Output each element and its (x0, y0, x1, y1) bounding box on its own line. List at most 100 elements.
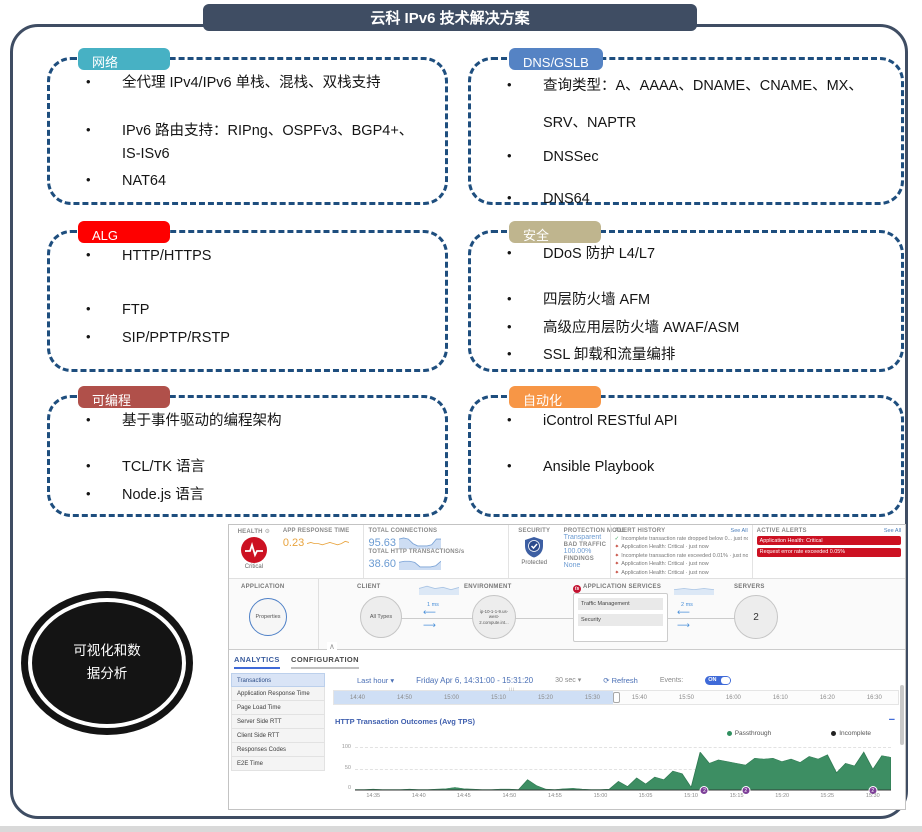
feature-box-label-text: DNS/GSLB (523, 55, 589, 70)
feature-bullet: iControl RESTful API (507, 410, 881, 432)
gridline (355, 768, 891, 770)
application-properties-node[interactable]: Properties (249, 598, 287, 636)
feature-bullet: SSL 卸载和流量编排 (507, 344, 881, 366)
connections-value: 95.63 (368, 536, 396, 549)
connections-label: TOTAL CONNECTIONS (368, 528, 438, 534)
legend-dot-icon (726, 731, 732, 736)
bad-traffic-value: 100.00% (563, 548, 592, 556)
event-marker-badge[interactable]: 2 (741, 786, 751, 795)
servers-node[interactable]: 2 (734, 595, 778, 639)
slider-tick: 15:20 (537, 694, 553, 701)
environment-node[interactable]: ip-10-1-1-9.us-west-2.compute.int... (472, 595, 516, 639)
refresh-button[interactable]: ⟳ Refresh (603, 676, 638, 685)
chevron-up-icon[interactable]: ∧ (327, 642, 337, 651)
feature-bullet-list: 基于事件驱动的编程架构 TCL/TK 语言 Node.js 语言 (50, 398, 445, 506)
slider-tick: 16:00 (725, 694, 741, 701)
dashboard-tabs: ∧ ANALYTICS CONFIGURATION (229, 642, 905, 672)
feature-box-label-text: 自动化 (523, 393, 563, 408)
event-marker-badge[interactable]: 2 (699, 786, 709, 795)
sidebar-item[interactable]: Responses Codes (231, 743, 325, 757)
security-status: Protected (521, 560, 548, 566)
sidebar-item[interactable]: Client Side RTT (231, 729, 325, 743)
interval-dropdown[interactable]: 30 sec ▾ (555, 676, 581, 684)
tab-analytics[interactable]: ANALYTICS (234, 655, 280, 669)
collapse-icon[interactable]: − (888, 714, 895, 726)
feature-box-alg: ALG HTTP/HTTPS FTP SIP/PPTP/RSTP (47, 221, 448, 372)
feature-box-label-text: 网络 (92, 55, 119, 70)
slider-tick: 15:10 (490, 694, 506, 701)
feature-bullet: Ansible Playbook (507, 456, 881, 478)
sidebar-item[interactable]: E2E Time (231, 757, 325, 771)
visualization-ellipse: 可视化和数 据分析 (28, 598, 186, 728)
feature-box-label-text: 安全 (523, 228, 550, 243)
legend-label: Incomplete (839, 730, 871, 737)
slider-tick: 16:10 (772, 694, 788, 701)
time-range-dropdown[interactable]: Last hour ▾ (357, 676, 394, 685)
chevron-down-icon: ▾ (577, 677, 582, 684)
page-title: 云科 IPv6 技术解决方案 (203, 4, 697, 31)
y-axis-tick: 0 (347, 785, 351, 791)
active-alerts-see-all-link[interactable]: See All (883, 528, 902, 534)
slider-handle[interactable] (613, 692, 621, 703)
application-column (229, 579, 319, 649)
gear-icon[interactable]: ⚙ (264, 529, 271, 535)
time-range-slider[interactable]: ||| 14:40 14:50 15:00 15:10 15:20 15:30 15:40 1… (333, 686, 899, 705)
feature-bullet-list: HTTP/HTTPS FTP SIP/PPTP/RSTP (50, 233, 445, 349)
server-traffic-thumbnail (674, 582, 714, 595)
sidebar-item[interactable]: Server Side RTT (231, 715, 325, 729)
feature-bullet: 查询类型：A、AAAA、DNAME、CNAME、MX、SRV、NAPTR (507, 68, 881, 142)
time-range-value: Last hour (357, 675, 389, 685)
alert-history-title: ALERT HISTORY (614, 528, 666, 534)
sidebar-item[interactable]: Page Load Time (231, 701, 325, 715)
left-arrow-icon: ⟵ (677, 607, 690, 617)
health-status: Critical (244, 564, 264, 570)
feature-bullet-list: iControl RESTful API Ansible Playbook (471, 398, 901, 479)
date-range-label: Friday Apr 6, 14:31:00 - 15:31:20 (416, 675, 534, 685)
x-axis-tick: 15:25 (820, 793, 835, 799)
events-toggle[interactable]: ON (705, 675, 732, 685)
scrollbar-thumb[interactable] (900, 685, 904, 745)
alert-history-item: Application Health: Critical · just now (615, 543, 748, 551)
legend-incomplete[interactable]: Incomplete (831, 730, 871, 737)
findings-label: FINDINGS (563, 556, 594, 563)
right-arrow-icon: ⟶ (423, 620, 436, 630)
service-row[interactable]: Security (578, 614, 663, 626)
slider-selected-range[interactable] (334, 691, 614, 704)
bottom-edge-strip (0, 826, 922, 832)
service-row[interactable]: Traffic Management (578, 598, 663, 610)
f5-logo-icon: f5 (573, 585, 581, 593)
art-value: 0.23 (282, 536, 305, 549)
feature-bullet: DNSSec (507, 146, 881, 168)
application-services-card: Traffic Management Security (573, 593, 668, 642)
feature-bullet-list: DDoS 防护 L4/L7 四层防火墙 AFM 高级应用层防火墙 AWAF/ASM S… (471, 233, 901, 367)
x-axis-tick: 15:15 (729, 793, 744, 799)
slider-tick: 15:00 (443, 694, 459, 701)
client-traffic-thumbnail (419, 582, 459, 595)
time-controls: Last hour ▾ Friday Apr 6, 14:31:00 - 15:… (333, 673, 899, 687)
refresh-icon: ⟳ (603, 675, 610, 685)
sidebar-item[interactable]: Application Response Time (231, 687, 325, 701)
client-node[interactable]: All Types (360, 596, 402, 638)
security-label: SECURITY (518, 528, 551, 534)
alert-history-item: Application Health: Critical · just now (615, 560, 748, 568)
visualization-label-line2: 据分析 (86, 666, 128, 681)
x-axis-ticks: 14:35 14:40 14:45 14:50 14:55 15:00 15:05 15:10… (355, 793, 891, 801)
topology-connector-line (379, 618, 749, 619)
feature-bullet: FTP (86, 299, 425, 321)
topology-header-client: CLIENT (357, 584, 381, 590)
sidebar-item[interactable]: Transactions (231, 673, 325, 687)
health-label: HEALTH (237, 529, 263, 535)
alert-text: Incomplete transaction rate exceeded 0.0… (621, 552, 748, 559)
active-alerts-list: Application Health: Critical Request erro… (756, 536, 902, 557)
slider-grip-icon[interactable]: ||| (508, 686, 515, 691)
alert-text: Application Health: Critical · just now (621, 544, 709, 551)
alert-history-see-all-link[interactable]: See All (730, 528, 748, 534)
check-icon (615, 535, 620, 543)
x-axis-tick: 15:00 (593, 793, 608, 799)
application-node-label: Properties (255, 614, 281, 620)
legend-passthrough[interactable]: Passthrough (726, 730, 771, 737)
tab-configuration[interactable]: CONFIGURATION (291, 655, 359, 669)
feature-bullet: IPv6 路由支持：RIPng、OSPFv3、BGP4+、IS-ISv6 (86, 120, 425, 165)
event-marker-badge[interactable]: 2 (868, 786, 878, 795)
active-alerts-panel: See All ACTIVE ALERTS Application Health… (751, 525, 905, 578)
